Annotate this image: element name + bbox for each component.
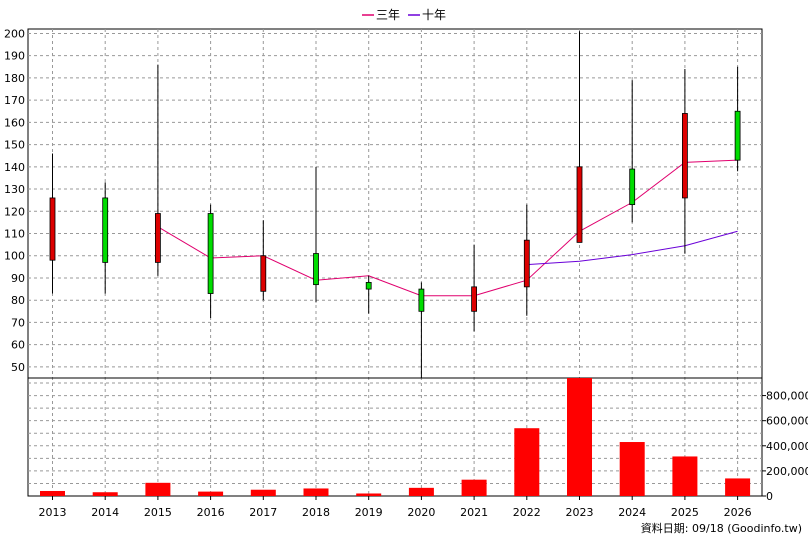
- legend-label-3y: 三年: [376, 8, 400, 22]
- candle-body: [734, 110, 741, 161]
- price-tick-label: 170: [4, 94, 25, 107]
- price-tick-label: 120: [4, 205, 25, 218]
- price-tick-label: 160: [4, 116, 25, 129]
- candle-body: [576, 166, 583, 243]
- plot-frame: [27, 28, 763, 497]
- x-tick-label: 2026: [724, 506, 752, 519]
- price-tick-label: 150: [4, 139, 25, 152]
- plot-area: 50 60 70 80 90 100 110 120 130 140 150 160 170 180 190…: [4, 27, 808, 519]
- candle-body: [313, 253, 319, 286]
- price-tick-label: 190: [4, 50, 25, 63]
- x-tick-label: 2019: [355, 506, 383, 519]
- volume-bar: [250, 489, 276, 496]
- volume-bar: [356, 493, 382, 496]
- x-tick-label: 2024: [618, 506, 646, 519]
- x-tick-label: 2016: [197, 506, 225, 519]
- x-tick-label: 2020: [407, 506, 435, 519]
- candle-body: [207, 213, 214, 294]
- candle-body: [102, 197, 109, 263]
- price-tick-label: 200: [4, 27, 25, 40]
- price-tick-label: 60: [11, 339, 25, 352]
- price-tick-label: 130: [4, 183, 25, 196]
- legend-label-10y: 十年: [422, 8, 446, 22]
- volume-bar: [40, 490, 65, 496]
- price-tick-label: 80: [11, 294, 25, 307]
- volume-bar: [619, 442, 645, 496]
- x-tick-label: 2015: [144, 506, 172, 519]
- x-tick-label: 2018: [302, 506, 330, 519]
- candle-body: [154, 213, 161, 263]
- volume-bar: [514, 428, 540, 496]
- price-tick-label: 50: [11, 361, 25, 374]
- legend: 三年 十年: [362, 8, 446, 22]
- volume-bar: [725, 478, 751, 496]
- price-tick-label: 110: [4, 228, 25, 241]
- candle-body: [49, 197, 56, 261]
- candle-body: [365, 282, 372, 290]
- x-tick-label: 2021: [460, 506, 488, 519]
- volume-bar: [461, 479, 487, 496]
- price-tick-label: 140: [4, 161, 25, 174]
- x-tick-label: 2013: [39, 506, 67, 519]
- candle-body: [523, 239, 530, 288]
- volume-bar: [198, 491, 224, 496]
- volume-tick-label: 600,000: [766, 415, 808, 428]
- candle-body: [682, 113, 688, 199]
- volume-bar: [408, 487, 434, 496]
- x-tick-label: 2025: [671, 506, 699, 519]
- volume-bar: [145, 482, 171, 496]
- x-tick-label: 2014: [91, 506, 119, 519]
- candle-body: [260, 255, 267, 292]
- volume-tick-label: 200,000: [766, 465, 808, 478]
- x-tick-label: 2022: [513, 506, 541, 519]
- candle-body: [418, 288, 425, 312]
- volume-bar: [567, 378, 592, 496]
- volume-bar: [303, 488, 329, 496]
- price-tick-label: 180: [4, 72, 25, 85]
- x-tick-label: 2017: [249, 506, 277, 519]
- ma-10y-line: [526, 230, 738, 266]
- price-tick-label: 70: [11, 316, 25, 329]
- volume-tick-label: 0: [766, 490, 773, 503]
- ma-3y-line: [157, 159, 738, 297]
- candle-body: [471, 286, 478, 312]
- volume-bar: [672, 456, 698, 496]
- price-tick-label: 100: [4, 250, 25, 263]
- volume-tick-label: 400,000: [766, 440, 808, 453]
- data-date-credit: 資料日期: 09/18 (Goodinfo.tw): [641, 521, 802, 535]
- price-tick-label: 90: [11, 272, 25, 285]
- volume-tick-label: 800,000: [766, 390, 808, 403]
- candle-body: [629, 168, 636, 206]
- x-tick-label: 2023: [566, 506, 594, 519]
- volume-bar: [92, 492, 118, 496]
